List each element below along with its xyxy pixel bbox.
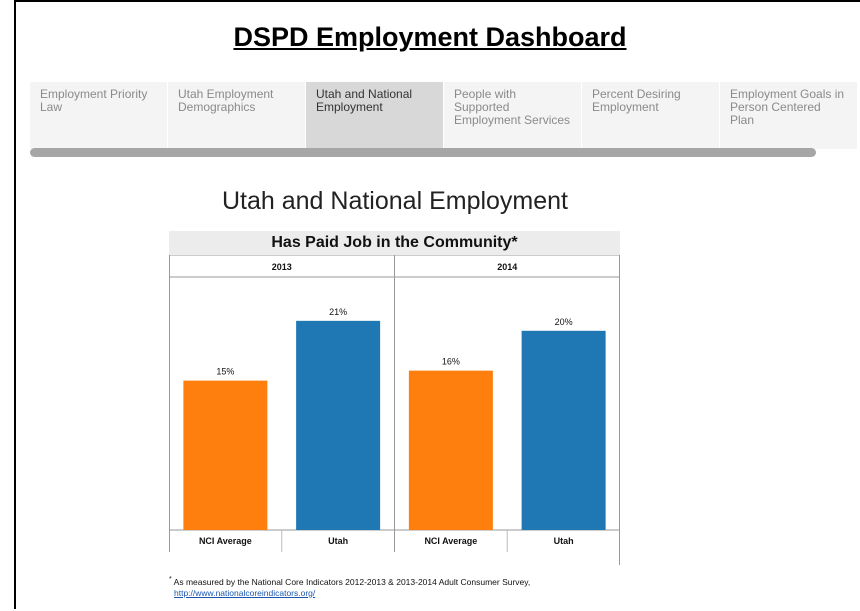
bar — [521, 330, 606, 530]
footnote-text: As measured by the National Core Indicat… — [173, 576, 531, 587]
category-label: Utah — [328, 536, 348, 546]
data-label: 20% — [555, 317, 573, 327]
bar — [296, 320, 381, 530]
tab-scrollbar[interactable] — [30, 148, 816, 157]
bar-chart: 2013 15% NCI Average 21% Utah 2014 16% NCI Aver… — [169, 255, 620, 565]
data-label: 21% — [329, 307, 347, 317]
bar — [408, 370, 493, 530]
data-label: 15% — [216, 367, 234, 377]
footnote: * As measured by the National Core Indic… — [169, 574, 530, 599]
chart-title: Has Paid Job in the Community* — [169, 231, 620, 255]
tab-supported-employment-services[interactable]: People with Supported Employment Service… — [444, 82, 582, 149]
tab-employment-goals[interactable]: Employment Goals in Person Centered Plan — [720, 82, 858, 149]
tab-utah-employment-demographics[interactable]: Utah Employment Demographics — [168, 82, 306, 149]
tab-employment-priority-law[interactable]: Employment Priority Law — [30, 82, 168, 149]
panel-label: 2013 — [272, 262, 292, 272]
data-label: 16% — [442, 357, 460, 367]
bar — [183, 380, 268, 530]
section-title: Utah and National Employment — [221, 187, 569, 215]
page-frame — [14, 0, 860, 609]
footnote-marker: * — [169, 575, 172, 583]
panel-label: 2014 — [497, 262, 517, 272]
footnote-link[interactable]: http://www.nationalcoreindicators.org/ — [174, 587, 316, 598]
tab-percent-desiring-employment[interactable]: Percent Desiring Employment — [582, 82, 720, 149]
category-label: NCI Average — [199, 536, 252, 546]
category-label: Utah — [554, 536, 574, 546]
tab-utah-and-national-employment[interactable]: Utah and National Employment — [306, 82, 444, 149]
page-title: DSPD Employment Dashboard — [233, 22, 627, 52]
tab-bar: Employment Priority Law Utah Employment … — [30, 82, 860, 149]
category-label: NCI Average — [424, 536, 477, 546]
